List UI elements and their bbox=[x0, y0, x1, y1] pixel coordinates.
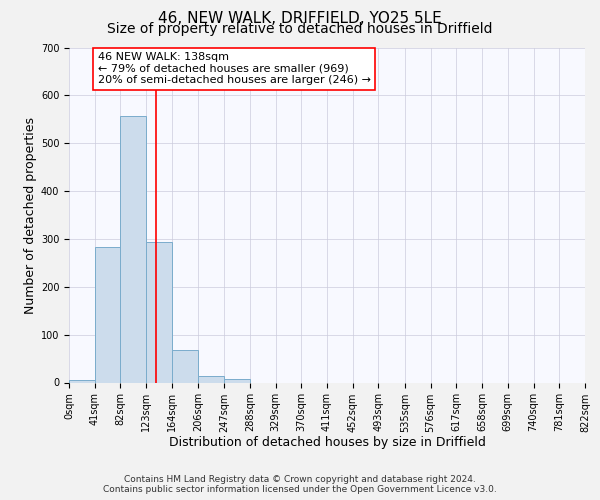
Bar bbox=[69, 380, 95, 382]
Y-axis label: Number of detached properties: Number of detached properties bbox=[23, 116, 37, 314]
Text: Contains HM Land Registry data © Crown copyright and database right 2024.
Contai: Contains HM Land Registry data © Crown c… bbox=[103, 474, 497, 494]
Bar bbox=[224, 378, 250, 382]
Bar bbox=[199, 376, 224, 382]
Bar bbox=[121, 116, 146, 382]
Text: 46 NEW WALK: 138sqm
← 79% of detached houses are smaller (969)
20% of semi-detac: 46 NEW WALK: 138sqm ← 79% of detached ho… bbox=[98, 52, 371, 86]
Text: Size of property relative to detached houses in Driffield: Size of property relative to detached ho… bbox=[107, 22, 493, 36]
Text: 46, NEW WALK, DRIFFIELD, YO25 5LE: 46, NEW WALK, DRIFFIELD, YO25 5LE bbox=[158, 11, 442, 26]
Bar bbox=[95, 247, 121, 382]
Bar bbox=[172, 350, 199, 382]
X-axis label: Distribution of detached houses by size in Driffield: Distribution of detached houses by size … bbox=[169, 436, 485, 449]
Bar bbox=[146, 242, 172, 382]
